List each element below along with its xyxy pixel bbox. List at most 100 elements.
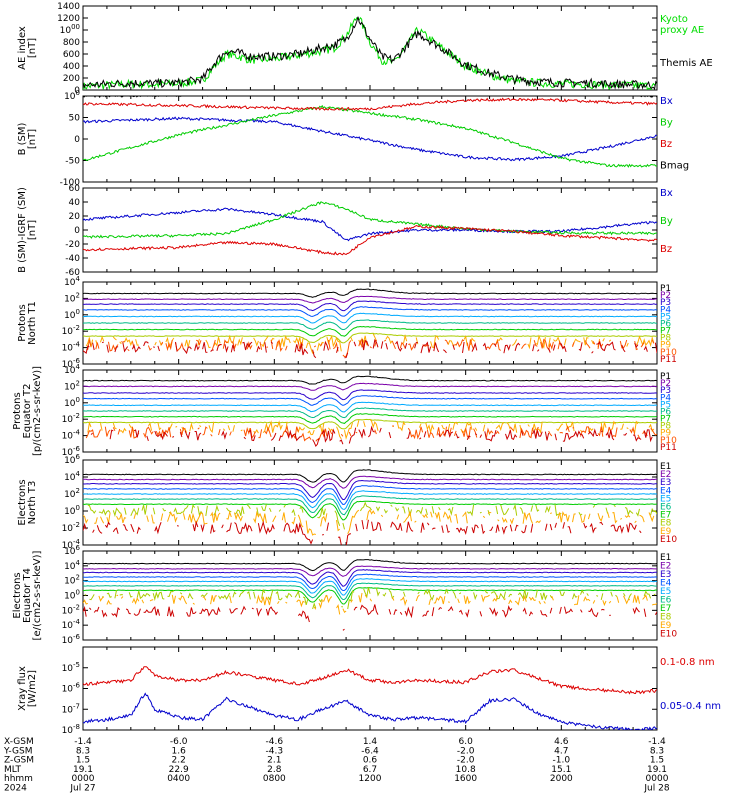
channel-line-E1 (83, 559, 657, 572)
y-tick-label: 10-2 (62, 324, 80, 337)
channel-line-P11 (91, 427, 655, 446)
panel-frame (82, 5, 658, 91)
ephemeris-value: -6.0 (170, 737, 188, 747)
channel-line-P7 (83, 413, 657, 424)
y-tick-label: 10-2 (62, 603, 80, 616)
channel-legend-label: P2 (660, 291, 671, 301)
channel-legend-label: P5 (660, 312, 671, 322)
ephemeris-value: 1.5 (650, 756, 664, 766)
channel-line-E10 (83, 604, 657, 631)
channel-legend-label: P6 (660, 319, 671, 329)
channel-legend-label: P11 (660, 443, 677, 453)
ephemeris-value: 1.5 (76, 756, 90, 766)
channel-line-P1 (83, 375, 657, 385)
y-axis-label: North T1 (27, 301, 38, 345)
ephemeris-value: 1200 (359, 774, 382, 784)
channel-line-P2 (83, 295, 657, 304)
channel-legend-label: E7 (660, 511, 671, 521)
ephemeris-value: -2.0 (457, 756, 475, 766)
ephemeris-value: 6.0 (459, 737, 474, 747)
channel-line-E4 (83, 573, 657, 592)
channel-line-E2 (83, 565, 657, 577)
channel-legend-label: E7 (660, 604, 671, 614)
y-axis-label: B (SM)-IGRF (SM) (17, 187, 28, 273)
ephemeris-value: 15.1 (551, 765, 571, 775)
channel-line-E4 (83, 485, 657, 506)
series-line-0 (83, 666, 657, 695)
channel-line-P4 (83, 306, 657, 317)
y-tick-label: 106 (64, 544, 80, 557)
ephemeris-value: 8.3 (76, 746, 90, 756)
y-tick-label: 10-4 (62, 341, 81, 354)
series-line-1 (83, 104, 657, 168)
ephemeris-value: -4.3 (266, 746, 284, 756)
y-tick-label: 1200 (57, 14, 80, 24)
channel-legend-label: E2 (660, 562, 671, 572)
ephemeris-value: -2.0 (457, 746, 475, 756)
legend-label: By (660, 216, 673, 227)
channel-legend-label: E1 (660, 462, 671, 472)
y-tick-label: 10-7 (62, 702, 80, 715)
channel-line-E6 (83, 582, 657, 601)
channel-legend-label: P3 (660, 386, 671, 396)
y-axis-label: AE index (17, 26, 28, 70)
ephemeris-value: 2.1 (267, 756, 281, 766)
channel-legend-label: E10 (660, 535, 677, 545)
channel-legend-label: P3 (660, 298, 671, 308)
y-axis-label: Electrons (17, 479, 28, 525)
series-line-2 (83, 225, 657, 256)
y-tick-label: 100 (64, 89, 80, 102)
ephemeris-value: 2.8 (267, 765, 282, 775)
channel-line-E9 (83, 592, 657, 615)
ephemeris-value: 4.6 (554, 737, 569, 747)
channel-line-P1 (83, 288, 657, 298)
channel-legend-label: P8 (660, 334, 671, 344)
ephemeris-row-label: X-GSM (4, 737, 34, 747)
channel-legend-label: P1 (660, 372, 671, 382)
ephemeris-value: 2.2 (172, 756, 186, 766)
ephemeris-row-label: Z-GSM (4, 756, 34, 766)
panel-frame (82, 646, 658, 731)
channel-line-P2 (83, 382, 657, 391)
ephemeris-value: Jul 28 (643, 784, 669, 794)
channel-line-P10 (85, 425, 657, 442)
y-tick-label: 104 (64, 363, 80, 376)
channel-legend-label: E3 (660, 478, 671, 488)
series-line-1 (83, 692, 657, 730)
ephemeris-row-label: Y-GSM (3, 746, 32, 756)
y-tick-label: 106 (64, 453, 80, 466)
y-tick-label: -60 (65, 268, 80, 278)
y-axis-label: [e/(cm2-s-sr-keV)] (32, 550, 43, 640)
series-line-1 (83, 16, 657, 90)
ephemeris-value: -1.4 (74, 737, 92, 747)
legend-label: Kyoto (660, 14, 688, 25)
y-tick-label: -50 (65, 157, 80, 167)
series-line-0 (83, 16, 657, 90)
channel-legend-label: P1 (660, 284, 671, 294)
y-axis-label: [nT] (27, 38, 38, 58)
channel-legend-label: E8 (660, 519, 672, 529)
channel-line-E8 (87, 501, 657, 530)
ephemeris-value: 22.9 (169, 765, 189, 775)
channel-legend-label: P4 (660, 393, 671, 403)
ephemeris-value: 1.4 (363, 737, 378, 747)
y-axis-label: [p/(cm2-s-sr-keV)] (32, 366, 43, 456)
y-tick-label: 102 (64, 379, 80, 392)
y-tick-label: 600 (63, 50, 80, 60)
series-line-0 (83, 207, 657, 242)
y-axis-label: B (SM) (17, 122, 28, 155)
ephemeris-value: Jul 27 (69, 784, 95, 794)
channel-legend-label: P10 (660, 348, 677, 358)
channel-line-P11 (83, 338, 657, 359)
channel-line-P7 (83, 325, 657, 337)
series-line-1 (83, 201, 657, 239)
y-axis-label: Equator T4 (22, 568, 33, 623)
y-tick-label: 40 (69, 198, 81, 208)
y-tick-label: 100 (64, 308, 80, 321)
ephemeris-value: 0000 (72, 774, 95, 784)
y-tick-label: 10-8 (62, 723, 80, 736)
y-tick-label: 10-6 (62, 633, 81, 646)
ephemeris-value: 0400 (167, 774, 190, 784)
ephemeris-value: 0800 (263, 774, 286, 784)
